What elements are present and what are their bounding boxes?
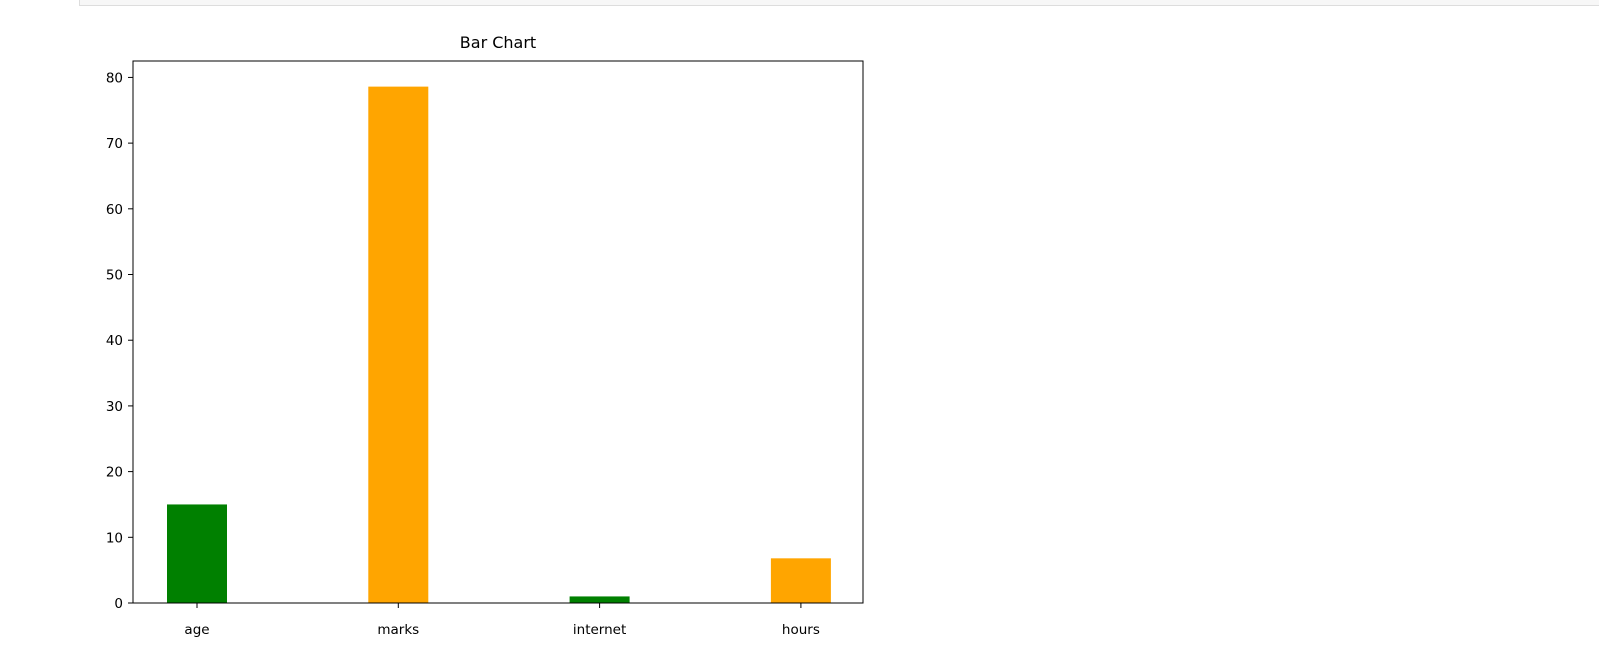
x-tick-label: internet	[573, 622, 626, 638]
y-tick-label: 70	[106, 136, 123, 152]
chart-title: Bar Chart	[460, 33, 536, 52]
y-tick-label: 20	[106, 465, 123, 481]
plot-area: age marks internet hours 0 10 20 30 40 50 60 70 80	[106, 60, 864, 638]
y-tick-label: 40	[106, 333, 123, 349]
x-tick-label: marks	[377, 622, 419, 638]
bar-internet	[569, 596, 630, 603]
x-tick-label: age	[184, 622, 209, 638]
axes-frame	[132, 60, 864, 604]
y-tick-label: 80	[106, 70, 123, 86]
bar-hours	[770, 558, 831, 603]
y-tick-label: 0	[114, 596, 123, 612]
x-tick-label: hours	[782, 622, 820, 638]
y-tick-label: 60	[106, 202, 123, 218]
y-tick-label: 10	[106, 530, 123, 546]
bar-marks	[368, 86, 429, 604]
y-tick-label: 50	[106, 268, 123, 284]
y-tick-label: 30	[106, 399, 123, 415]
output-cell-top-border	[79, 0, 1599, 6]
bar-age	[167, 504, 227, 603]
